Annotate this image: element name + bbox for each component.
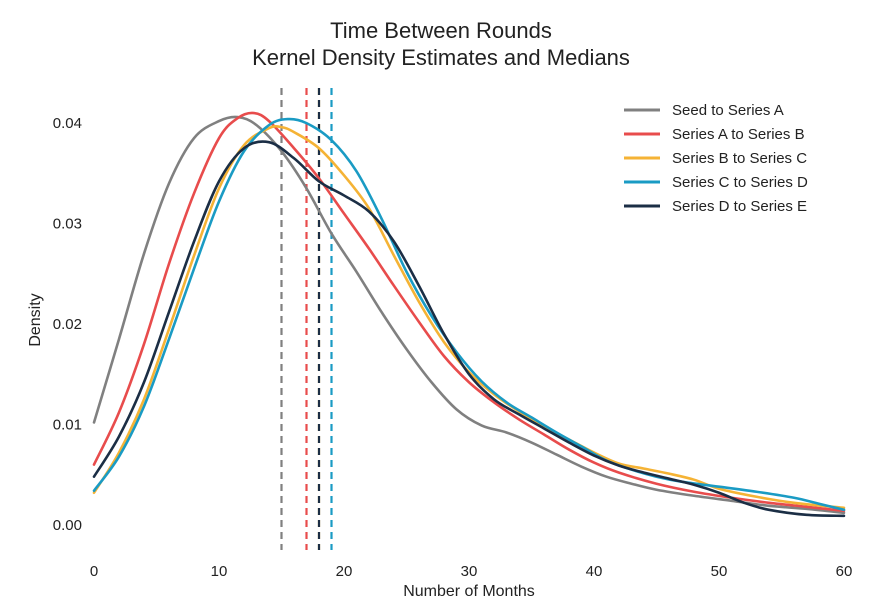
density-curves [92, 111, 846, 518]
median-lines [280, 88, 333, 550]
chart-title-line-2: Kernel Density Estimates and Medians [252, 45, 630, 70]
curve-series-b-to-series-c [92, 124, 846, 510]
curve-seed-to-series-a [92, 115, 846, 515]
x-tick-label: 40 [586, 563, 603, 580]
x-tick-label: 0 [90, 563, 98, 580]
y-tick-label: 0.03 [53, 216, 82, 233]
legend: Seed to Series A Series A to Series B Seri… [624, 102, 808, 215]
y-tick-label: 0.01 [53, 416, 82, 433]
chart-title-line-1: Time Between Rounds [330, 18, 552, 43]
curve-series-d-to-series-e [92, 140, 846, 518]
legend-label: Seed to Series A [672, 102, 784, 119]
legend-item: Series A to Series B [624, 126, 805, 143]
legend-label: Series A to Series B [672, 126, 805, 143]
y-tick-label: 0.04 [53, 115, 82, 132]
legend-item: Series B to Series C [624, 150, 807, 167]
y-tick-label: 0.02 [53, 316, 82, 333]
x-tick-label: 60 [836, 563, 853, 580]
curve-series-a-to-series-b [92, 111, 846, 513]
legend-item: Series C to Series D [624, 174, 808, 191]
x-axis-label: Number of Months [403, 583, 535, 598]
y-axis-ticks: 0.00 0.01 0.02 0.03 0.04 [53, 115, 82, 534]
legend-label: Series C to Series D [672, 174, 808, 191]
y-tick-label: 0.00 [53, 517, 82, 534]
legend-label: Series D to Series E [672, 198, 807, 215]
x-tick-label: 20 [336, 563, 353, 580]
legend-label: Series B to Series C [672, 150, 807, 167]
x-axis-ticks: 0 10 20 30 40 50 60 [90, 563, 853, 580]
x-tick-label: 30 [461, 563, 478, 580]
y-axis-label: Density [27, 293, 44, 346]
legend-item: Seed to Series A [624, 102, 784, 119]
x-tick-label: 10 [211, 563, 228, 580]
x-tick-label: 50 [711, 563, 728, 580]
legend-item: Series D to Series E [624, 198, 807, 215]
